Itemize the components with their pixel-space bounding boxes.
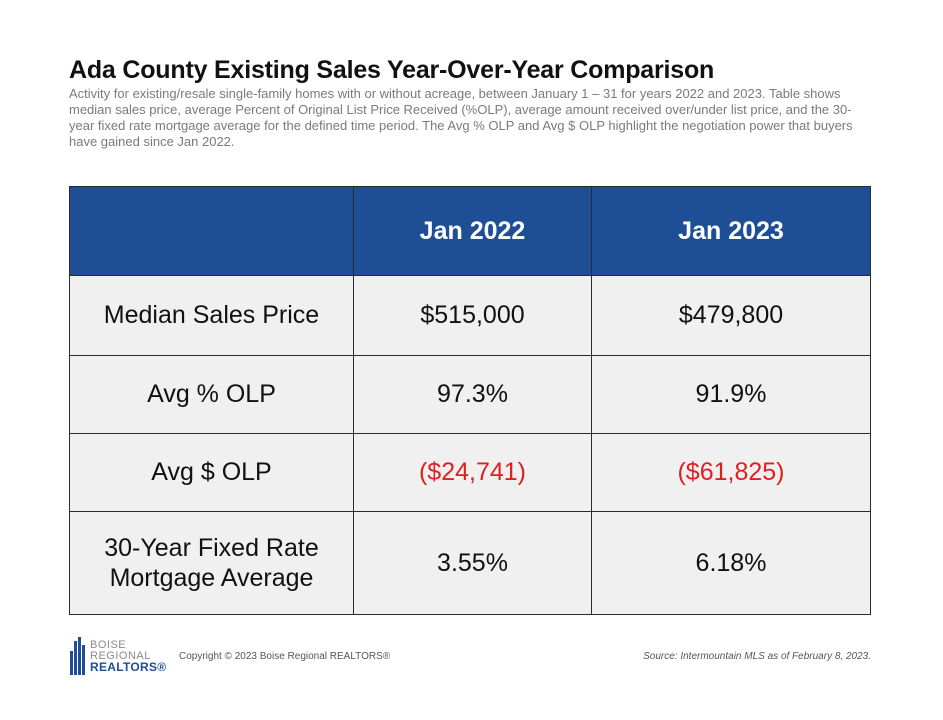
logo-text: BOISE REGIONAL REALTORS® [90, 638, 167, 674]
page-subtitle: Activity for existing/resale single-fami… [69, 86, 853, 149]
header-cell-blank [69, 186, 354, 276]
logo-line1: BOISE [90, 638, 127, 651]
row-label-mortgage-line1: 30-Year Fixed Rate [104, 534, 319, 562]
cell-median-jan-2022: $515,000 [353, 275, 592, 356]
table-header-row: Jan 2022 Jan 2023 [69, 186, 871, 276]
logo-line2: REGIONAL [90, 649, 151, 662]
source-text: Source: Intermountain MLS as of February… [643, 651, 871, 662]
table-row: Avg $ OLP ($24,741) ($61,825) [69, 433, 871, 512]
cell-mortgage-jan-2022: 3.55% [353, 511, 592, 615]
logo-bars-icon [70, 637, 86, 675]
table-row: 30-Year Fixed Rate Mortgage Average 3.55… [69, 511, 871, 615]
page-title: Ada County Existing Sales Year-Over-Year… [69, 56, 715, 84]
copyright-text: Copyright © 2023 Boise Regional REALTORS… [179, 651, 391, 662]
row-label-avg-pct-olp: Avg % OLP [69, 355, 354, 434]
header-cell-jan-2023: Jan 2023 [591, 186, 871, 276]
cell-dollar-olp-jan-2022: ($24,741) [353, 433, 592, 512]
cell-mortgage-jan-2023: 6.18% [591, 511, 871, 615]
row-label-avg-dollar-olp: Avg $ OLP [69, 433, 354, 512]
row-label-median-sales-price: Median Sales Price [69, 275, 354, 356]
row-label-mortgage-rate: 30-Year Fixed Rate Mortgage Average [69, 511, 354, 615]
cell-pct-olp-jan-2023: 91.9% [591, 355, 871, 434]
row-label-mortgage-line2: Mortgage Average [109, 564, 314, 592]
cell-median-jan-2023: $479,800 [591, 275, 871, 356]
comparison-table: Jan 2022 Jan 2023 Median Sales Price $51… [69, 186, 871, 615]
brand-logo: BOISE REGIONAL REALTORS® [70, 637, 166, 675]
table-row: Avg % OLP 97.3% 91.9% [69, 355, 871, 434]
cell-pct-olp-jan-2022: 97.3% [353, 355, 592, 434]
cell-dollar-olp-jan-2023: ($61,825) [591, 433, 871, 512]
table-row: Median Sales Price $515,000 $479,800 [69, 275, 871, 356]
logo-line3: REALTORS® [90, 659, 167, 674]
header-cell-jan-2022: Jan 2022 [353, 186, 592, 276]
